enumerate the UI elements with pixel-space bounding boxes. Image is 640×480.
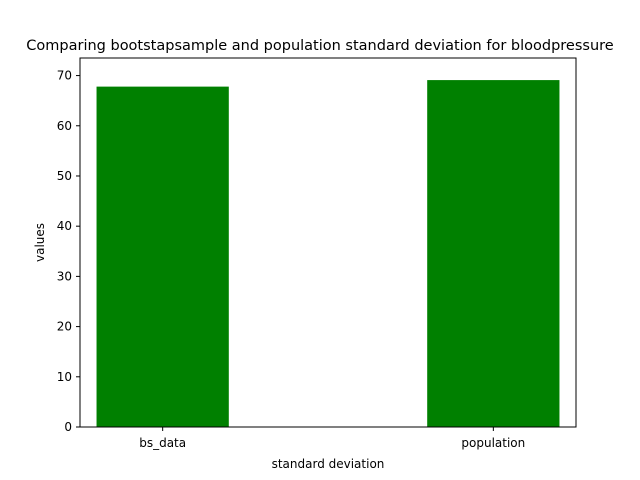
x-axis-label: standard deviation — [272, 457, 385, 471]
y-tick-label-0: 0 — [64, 420, 72, 434]
chart-title: Comparing bootstapsample and population … — [26, 38, 614, 54]
x-tick-label-population: population — [461, 436, 525, 450]
y-tick-label-60: 60 — [57, 119, 72, 133]
bars-group — [96, 80, 560, 428]
y-tick-label-50: 50 — [57, 169, 72, 183]
x-axis: bs_data population — [139, 427, 525, 450]
y-axis-label: values — [33, 223, 47, 262]
plot-frame — [79, 57, 577, 428]
x-tick-label-bs_data: bs_data — [139, 436, 186, 450]
y-tick-label-40: 40 — [57, 219, 72, 233]
y-tick-label-10: 10 — [57, 370, 72, 384]
bar-bs_data — [96, 86, 229, 427]
y-axis: 0 10 20 30 40 50 60 70 — [57, 69, 80, 434]
y-tick-label-70: 70 — [57, 69, 72, 83]
y-tick-label-30: 30 — [57, 269, 72, 283]
y-tick-label-20: 20 — [57, 320, 72, 334]
bar-population — [427, 80, 560, 428]
